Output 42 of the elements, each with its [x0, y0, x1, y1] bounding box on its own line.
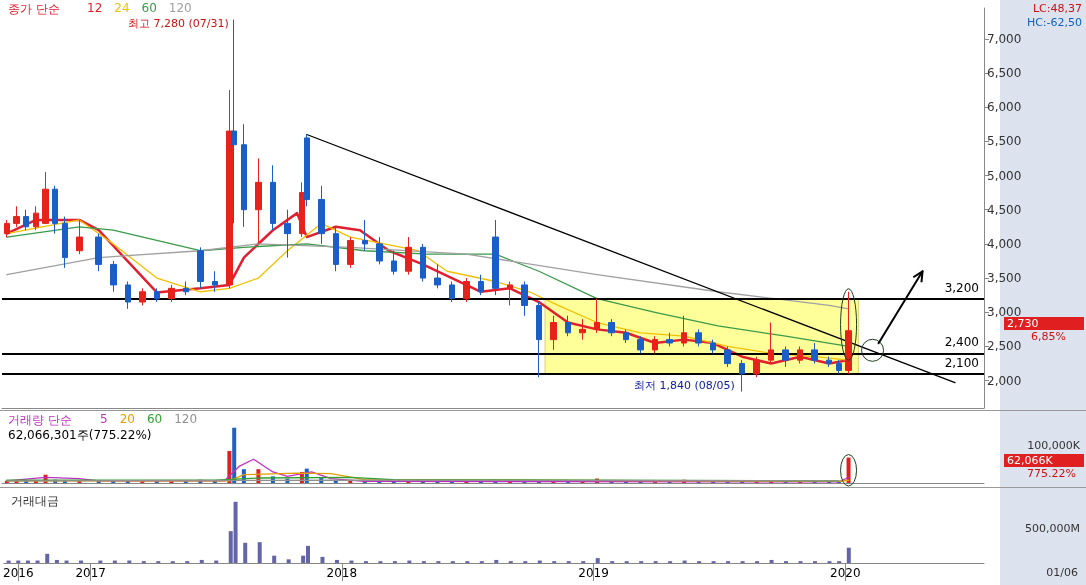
y-tick-label: 3,000 — [987, 305, 1022, 320]
text: 120 — [174, 412, 198, 426]
y-tick-label: 5,000 — [987, 168, 1022, 183]
text: 12 — [87, 1, 103, 15]
text: 2,730 — [1004, 317, 1084, 330]
x-tick-label: 2017 — [75, 566, 106, 580]
y-tick-label: 5,500 — [987, 134, 1022, 149]
text: HC:-62,50 — [1026, 16, 1082, 29]
annotation: 최고 7,280 (07/31) — [128, 16, 229, 31]
x-tick-label: 2018 — [326, 566, 358, 580]
x-tick-label: 2019 — [578, 566, 609, 580]
y-tick-label: 4,000 — [987, 236, 1022, 251]
text: 24 — [114, 1, 130, 15]
y-tick-label: 7,000 — [987, 31, 1022, 46]
y-tick-label: 4,500 — [987, 202, 1022, 217]
x-tick-label: 2016 — [3, 566, 34, 580]
y-tick-label: 3,500 — [987, 271, 1022, 286]
ref-line-label: 2,400 — [944, 335, 979, 350]
y-tick-label: 6,500 — [987, 65, 1022, 80]
text: 120 — [168, 1, 192, 15]
ref-line-label: 3,200 — [944, 280, 979, 295]
text: 500,000M — [1025, 522, 1080, 535]
annotation: 최저 1,840 (08/05) — [634, 378, 735, 393]
text: 60 — [146, 412, 163, 426]
chart-title: 거래대금 — [11, 494, 59, 508]
chart-subtitle: 62,066,301주(775.22%) — [8, 428, 152, 442]
text: 01/06 — [1046, 566, 1078, 579]
legend-title: 거래량 단순 — [8, 413, 72, 427]
y-tick-label: 2,000 — [987, 373, 1022, 388]
text: 775.22% — [1027, 467, 1076, 480]
x-tick-label: 2020 — [830, 566, 861, 580]
legend-title: 종가 단순 — [8, 2, 60, 16]
text: 100,000K — [1027, 439, 1080, 452]
text: 60 — [141, 1, 157, 15]
y-tick-label: 2,500 — [987, 339, 1022, 354]
text: LC:48,37 — [1032, 2, 1082, 15]
y-tick-label: 6,000 — [987, 100, 1022, 115]
text: 62,066K — [1004, 454, 1084, 467]
text: 5 — [100, 412, 108, 426]
ref-line-label: 2,100 — [944, 355, 979, 370]
text: 6,85% — [1031, 330, 1066, 343]
text: 20 — [119, 412, 135, 426]
